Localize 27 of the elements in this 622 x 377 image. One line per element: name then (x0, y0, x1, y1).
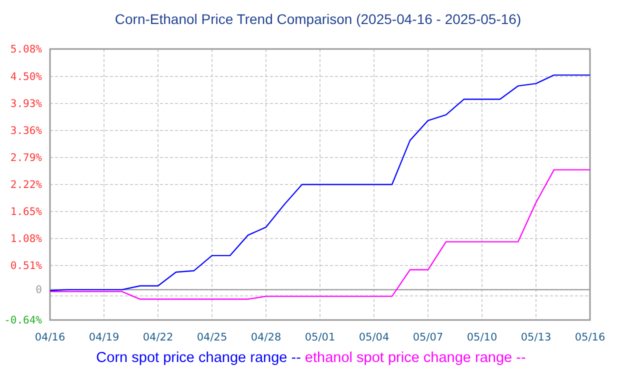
x-tick-label: 04/22 (142, 331, 174, 344)
x-tick-label: 05/10 (466, 331, 498, 344)
x-tick-label: 04/16 (34, 331, 66, 344)
y-tick-label: 4.50% (10, 70, 43, 83)
y-tick-label: 3.93% (10, 98, 43, 110)
y-tick-label: 5.08% (10, 43, 43, 56)
line-series (49, 74, 591, 292)
x-tick-label: 05/13 (520, 331, 552, 344)
y-tick-label: -0.64% (4, 314, 43, 326)
x-tick-label: 05/04 (358, 331, 390, 344)
x-tick-label: 04/25 (196, 331, 228, 344)
y-tick-label: 0 (36, 284, 42, 296)
x-tick-label: 05/07 (412, 331, 444, 344)
y-tick-label: 2.79% (10, 152, 43, 164)
y-tick-label: 3.36% (10, 124, 43, 137)
y-tick-label: 0.51% (10, 260, 43, 272)
line-series (49, 169, 591, 300)
x-tick-label: 04/28 (250, 331, 282, 344)
chart-title: Corn-Ethanol Price Trend Comparison (2025-04-16 - 2025-05-16) (114, 11, 522, 27)
y-tick-label: 1.65% (10, 206, 43, 218)
text: ethanol spot price change range -- (300, 350, 526, 366)
x-tick-label: 05/16 (574, 331, 606, 344)
x-tick-label: 04/19 (88, 331, 120, 344)
x-tick-label: 05/01 (304, 331, 336, 344)
y-tick-label: 1.08% (10, 232, 43, 245)
y-tick-label: 2.22% (10, 178, 43, 191)
text: Corn spot price change range -- (96, 350, 302, 366)
